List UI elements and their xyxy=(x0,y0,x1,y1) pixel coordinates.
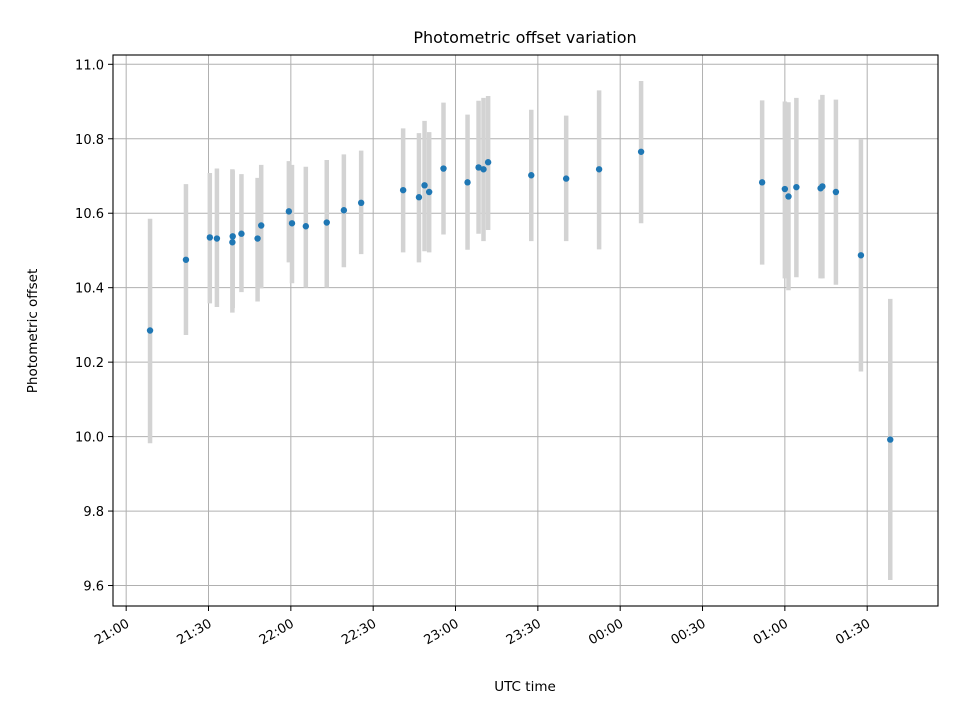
data-point xyxy=(399,186,407,194)
x-tick-label: 23:00 xyxy=(422,616,462,648)
data-point xyxy=(206,234,214,241)
data-point xyxy=(528,172,535,179)
data-point xyxy=(785,193,792,200)
x-tick-label: 21:30 xyxy=(175,616,215,648)
y-tick-label: 10.8 xyxy=(75,133,104,148)
x-axis-ticks: 21:00 21:30 22:00 22:30 23:00 23:30 00:00 00:30… xyxy=(92,606,873,648)
data-point xyxy=(302,223,310,230)
x-tick-label: 21:00 xyxy=(92,616,132,648)
data-point xyxy=(258,222,265,229)
data-point xyxy=(323,219,330,226)
data-point xyxy=(475,164,482,171)
data-point xyxy=(595,166,603,173)
chart-title: Photometric offset variation xyxy=(413,28,636,47)
data-point xyxy=(415,194,423,201)
plot-frame xyxy=(112,54,939,607)
data-point xyxy=(758,179,766,186)
data-point xyxy=(229,233,236,240)
x-tick-label: 22:00 xyxy=(257,616,297,648)
data-point xyxy=(340,207,348,214)
data-point xyxy=(254,235,261,242)
y-tick-label: 9.6 xyxy=(83,580,104,595)
data-point xyxy=(887,436,894,443)
data-point xyxy=(213,235,221,242)
data-point xyxy=(357,199,365,207)
data-point xyxy=(637,148,645,155)
y-tick-label: 10.2 xyxy=(75,356,104,371)
data-point xyxy=(425,188,433,196)
data-point xyxy=(238,230,245,237)
x-axis-label: UTC time xyxy=(494,679,556,695)
data-points xyxy=(146,148,894,443)
x-tick-label: 23:30 xyxy=(504,616,544,648)
y-tick-label: 9.8 xyxy=(83,505,104,520)
data-point xyxy=(562,175,570,182)
data-point xyxy=(229,239,236,246)
data-point xyxy=(857,252,865,259)
data-point xyxy=(793,183,800,191)
data-point xyxy=(440,165,447,172)
data-point xyxy=(781,185,789,193)
data-point xyxy=(819,183,826,190)
x-tick-label: 00:00 xyxy=(586,616,626,648)
y-tick-label: 10.4 xyxy=(75,282,104,297)
data-point xyxy=(182,256,190,263)
x-tick-label: 00:30 xyxy=(669,616,709,648)
data-point xyxy=(464,179,471,186)
data-point xyxy=(421,182,428,189)
x-tick-label: 01:00 xyxy=(751,616,791,648)
grid-lines xyxy=(113,55,938,606)
data-point xyxy=(146,327,154,334)
x-tick-label: 22:30 xyxy=(339,616,379,648)
y-axis-ticks: 9.6 9.8 10.0 10.2 10.4 10.6 10.8 11.0 xyxy=(75,58,113,595)
data-point xyxy=(484,159,492,166)
data-point xyxy=(832,188,840,196)
error-bars xyxy=(147,81,893,580)
y-tick-label: 10.0 xyxy=(75,431,104,446)
data-point xyxy=(285,208,293,215)
y-tick-label: 10.6 xyxy=(75,207,104,222)
y-axis-label: Photometric offset xyxy=(25,269,41,393)
y-tick-label: 11.0 xyxy=(75,58,104,73)
x-tick-label: 01:30 xyxy=(833,616,873,648)
data-point xyxy=(288,220,296,227)
data-point xyxy=(480,166,487,173)
